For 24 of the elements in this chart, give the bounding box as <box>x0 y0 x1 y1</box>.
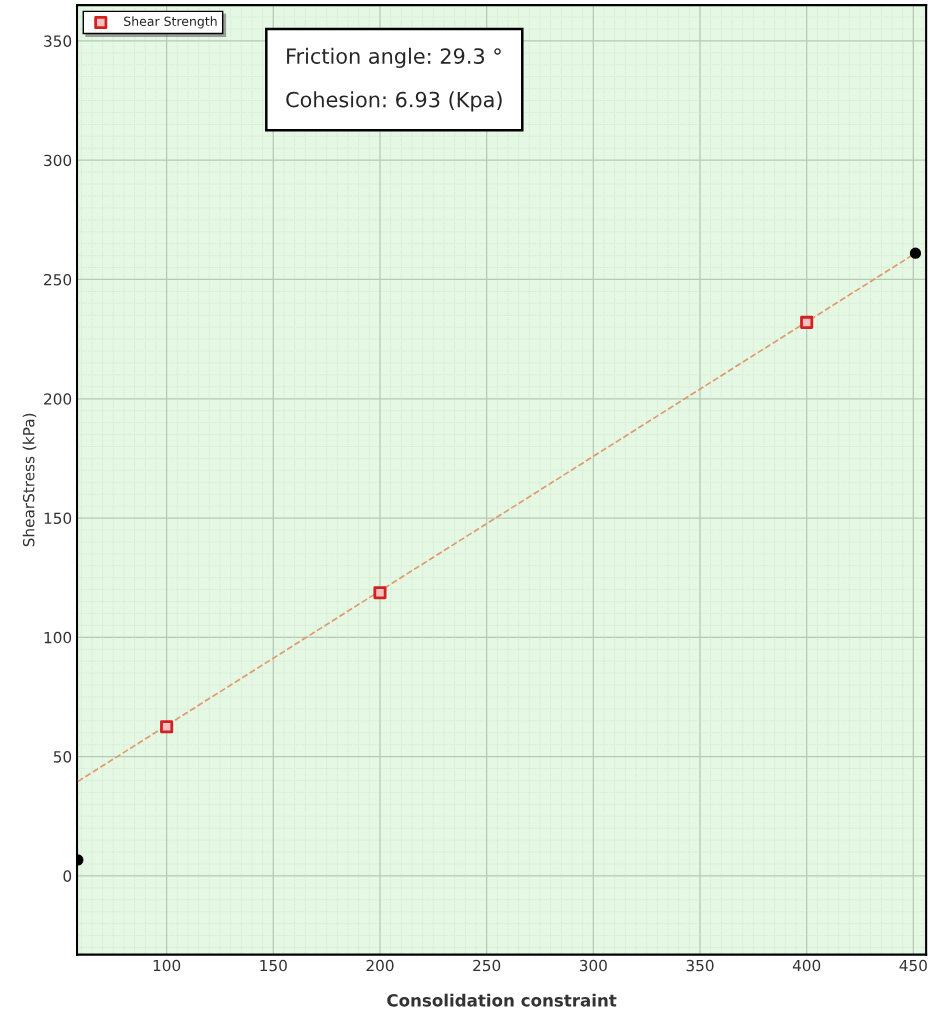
x-tick-label: 150 <box>260 959 287 972</box>
y-tick-label: 250 <box>44 273 72 286</box>
y-tick-label: 100 <box>44 631 72 644</box>
annotation: Cohesion: 6.93 (Kpa) <box>286 91 502 112</box>
x-tick-label: 350 <box>686 959 714 972</box>
x-axis-title: Consolidation constraint <box>387 993 617 1007</box>
y-tick-label: 50 <box>53 751 72 763</box>
x-tick-label: 400 <box>792 959 821 972</box>
y-tick-label: 350 <box>44 35 72 47</box>
legend-label: Shear Strength <box>124 16 217 29</box>
y-tick-label: 300 <box>44 154 72 167</box>
x-tick-label: 450 <box>899 959 927 972</box>
x-tick-label: 200 <box>366 959 394 972</box>
x-tick-label: 100 <box>153 959 181 972</box>
point <box>800 315 814 329</box>
y-tick-label: 200 <box>44 393 72 405</box>
point <box>160 720 174 734</box>
annotation: Friction angle: 29.3 ° <box>287 47 501 68</box>
y-tick-label: 150 <box>44 512 72 525</box>
point <box>373 586 387 600</box>
y-axis-title: ShearStress (kPa) <box>22 413 37 547</box>
x-tick-label: 300 <box>579 959 607 972</box>
x-tick-label: 250 <box>473 959 501 972</box>
y-tick-label: 0 <box>63 870 72 882</box>
